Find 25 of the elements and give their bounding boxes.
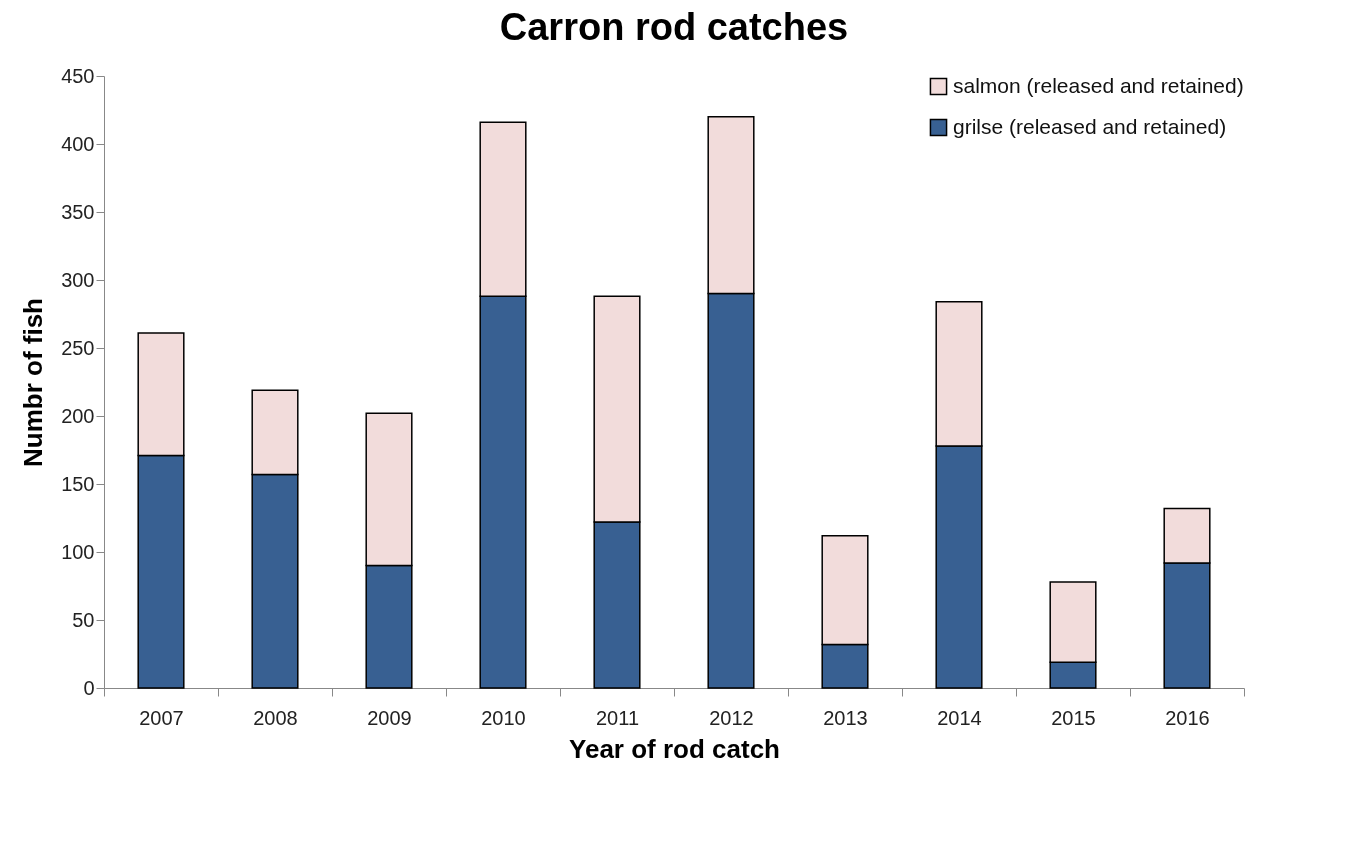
x-axis-title: Year of rod catch: [569, 733, 780, 764]
y-tick-label: 450: [61, 64, 95, 87]
y-tick-label: 150: [61, 472, 95, 495]
chart-title: Carron rod catches: [499, 6, 849, 48]
y-tick-label: 50: [72, 608, 95, 631]
x-tick-label: 2016: [1165, 706, 1210, 729]
x-tick-label: 2008: [253, 706, 298, 729]
legend-label: grilse (released and retained): [953, 114, 1227, 138]
x-tick-label: 2011: [595, 706, 640, 729]
y-tick-label: 200: [61, 404, 95, 427]
x-tick-label: 2014: [937, 706, 982, 729]
x-tick-label: 2009: [367, 706, 412, 729]
y-tick-label: 400: [61, 132, 95, 155]
x-tick-label: 2012: [709, 706, 754, 729]
x-tick-label: 2007: [139, 706, 184, 729]
y-tick-label: 300: [61, 268, 95, 291]
x-tick-label: 2013: [823, 706, 868, 729]
x-tick-label: 2010: [481, 706, 526, 729]
y-tick-label: 250: [61, 336, 95, 359]
y-tick-label: 0: [83, 676, 95, 699]
legend-label: salmon (released and retained): [953, 73, 1244, 97]
x-tick-label: 2015: [1051, 706, 1096, 729]
y-axis-title: Numbr of fish: [18, 298, 49, 467]
y-tick-label: 350: [61, 200, 95, 223]
y-tick-label: 100: [61, 540, 95, 563]
